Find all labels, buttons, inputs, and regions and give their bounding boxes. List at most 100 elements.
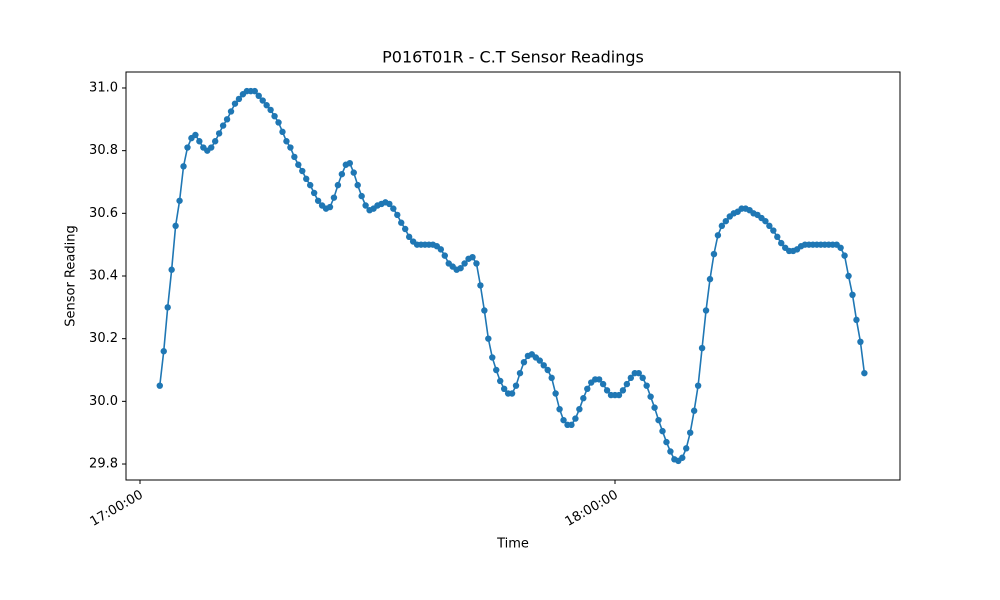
data-point (766, 222, 773, 230)
data-point (599, 380, 607, 388)
plot-frame (125, 71, 901, 481)
data-point (401, 225, 409, 233)
data-point (603, 387, 611, 394)
data-point (156, 382, 163, 389)
data-point (172, 222, 179, 230)
data-point (263, 102, 270, 109)
data-point (762, 217, 769, 225)
y-tick-label: 29.8 (89, 457, 118, 472)
data-point (560, 416, 567, 424)
data-point (572, 415, 579, 422)
data-point (683, 445, 690, 452)
data-point (334, 181, 342, 189)
data-point (287, 144, 294, 151)
x-tick-label: 18:00:00 (563, 488, 621, 530)
data-point (774, 233, 781, 241)
data-point (493, 366, 500, 374)
data-point (457, 264, 464, 272)
y-tick-label: 30.4 (89, 269, 118, 284)
data-point (516, 369, 524, 377)
data-point (279, 128, 286, 136)
data-point (350, 169, 357, 176)
data-point (208, 144, 215, 151)
data-point (857, 338, 864, 346)
data-point (548, 374, 555, 382)
data-point (219, 122, 227, 129)
data-point (227, 108, 235, 115)
data-point (283, 138, 290, 145)
data-point (520, 358, 528, 366)
data-point (627, 374, 635, 382)
data-point (180, 163, 187, 170)
data-point (405, 233, 413, 241)
data-point (310, 189, 318, 197)
data-point (853, 316, 860, 324)
data-point (849, 291, 856, 299)
data-point (164, 304, 171, 311)
data-point (398, 219, 405, 226)
data-point (346, 159, 353, 167)
data-point (330, 194, 338, 201)
data-point (690, 407, 698, 414)
data-point (306, 181, 314, 189)
y-axis-label: Sensor Reading (64, 225, 79, 326)
x-tick-label: 17:00:00 (88, 488, 146, 530)
data-point (184, 144, 191, 151)
data-point (635, 369, 642, 377)
data-point (386, 200, 393, 208)
data-point (168, 266, 175, 273)
data-point (211, 138, 219, 145)
data-point (556, 405, 563, 413)
data-point (390, 205, 397, 212)
data-point (770, 227, 777, 234)
data-point (841, 252, 848, 259)
data-point (706, 275, 714, 283)
y-tick-label: 31.0 (89, 80, 118, 95)
data-point (196, 138, 203, 145)
data-point (544, 366, 551, 374)
data-point (275, 119, 282, 126)
data-point (845, 272, 852, 280)
data-point (837, 244, 844, 251)
data-point (540, 362, 547, 369)
data-point (469, 253, 476, 261)
data-point (679, 454, 686, 461)
data-point (223, 116, 231, 123)
data-point (659, 427, 666, 435)
data-point (485, 335, 492, 342)
x-axis-label: Time (496, 537, 529, 552)
data-point (718, 222, 726, 230)
data-point (235, 95, 243, 103)
chart-title: P016T01R - C.T Sensor Readings (382, 48, 644, 67)
data-point (192, 131, 199, 139)
data-point (576, 405, 583, 413)
data-point (354, 181, 361, 189)
data-point (497, 377, 504, 385)
data-point (160, 348, 167, 355)
data-point (473, 260, 480, 267)
data-point (698, 344, 706, 352)
data-point (291, 153, 298, 161)
data-point (326, 203, 334, 211)
data-point (259, 97, 266, 104)
data-point (651, 404, 658, 411)
data-point (722, 217, 730, 225)
data-point (552, 390, 559, 397)
data-point (394, 211, 401, 219)
data-point (215, 130, 223, 137)
data-point (778, 239, 785, 247)
data-point (687, 429, 694, 436)
data-point (643, 382, 650, 389)
data-point (299, 167, 306, 175)
y-tick-label: 30.0 (89, 394, 118, 409)
data-point (623, 380, 631, 388)
data-point (461, 260, 468, 267)
data-point (303, 175, 310, 183)
data-point (481, 307, 488, 314)
data-point (231, 100, 239, 107)
data-point (639, 374, 646, 382)
data-point (702, 307, 710, 314)
data-point (271, 112, 278, 120)
data-point (441, 252, 448, 259)
